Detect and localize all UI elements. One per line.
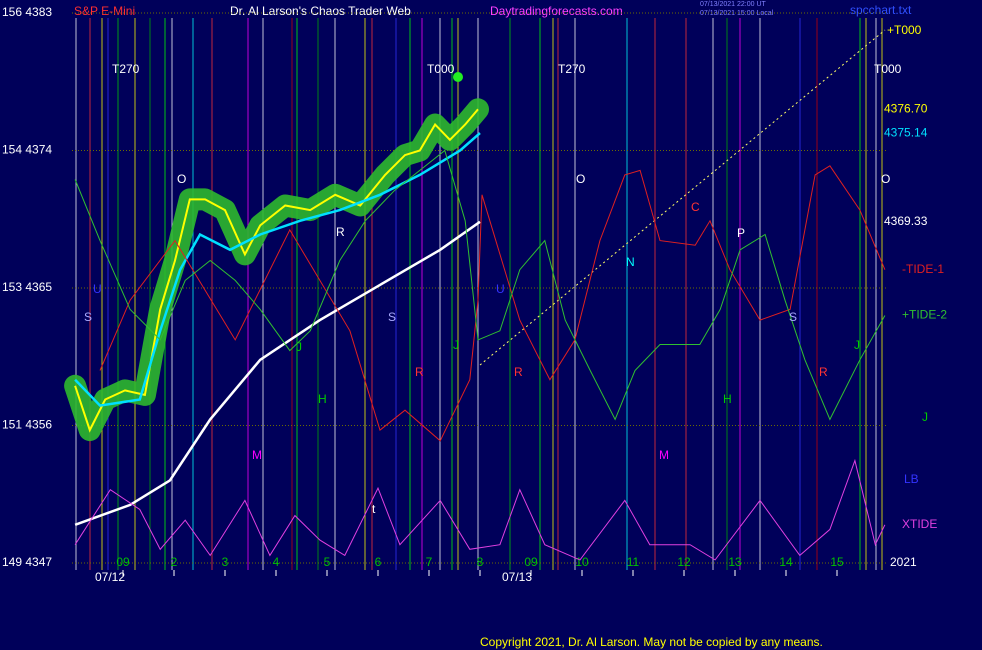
annotation: R (415, 365, 424, 379)
annotation: R (819, 365, 828, 379)
series-line (74, 149, 886, 421)
annotation: U (496, 282, 505, 296)
annotation: H (723, 392, 732, 406)
annotation: T000 (874, 62, 902, 76)
x-tick-label: 13 (728, 555, 742, 569)
annotation: S (789, 310, 797, 324)
x-tick-label: 4 (273, 555, 280, 569)
y-tick-label: 151 4356 (2, 418, 52, 432)
annotation: M (252, 448, 262, 462)
annotation: LB (904, 472, 919, 486)
year-label: 2021 (890, 555, 917, 569)
marker-dot (453, 72, 463, 82)
annotation: J (854, 338, 860, 352)
site: Daytradingforecasts.com (490, 4, 623, 18)
series-label: +TIDE-2 (902, 308, 947, 322)
annotation: T270 (112, 62, 140, 76)
x-tick-label: 7 (426, 555, 433, 569)
symbol: S&P E-Mini (74, 4, 135, 18)
series-label: -TIDE-1 (902, 262, 944, 276)
y-tick-label: 156 4383 (2, 5, 52, 19)
copyright: Copyright 2021, Dr. Al Larson. May not b… (480, 635, 823, 649)
annotation: T000 (427, 62, 455, 76)
date-label: 07/12 (95, 570, 125, 584)
annotation: M (659, 448, 669, 462)
annotation: O (881, 172, 890, 186)
series-line (74, 108, 479, 433)
annotation: J (453, 338, 459, 352)
annotation: N (626, 255, 635, 269)
series-line (99, 165, 886, 442)
annotation: C (691, 200, 700, 214)
y-tick-label: 149 4347 (2, 555, 52, 569)
timestamp: 07/13/2021 15:00 Local (700, 10, 774, 17)
y-tick-label: 153 4365 (2, 280, 52, 294)
y-tick-label: 154 4374 (2, 143, 52, 157)
x-tick-label: 5 (324, 555, 331, 569)
trend-label: +T000 (887, 23, 922, 37)
x-tick-label: 09 (116, 555, 130, 569)
series-line (74, 220, 481, 526)
annotation: R (336, 225, 345, 239)
end-label: 4375.14 (884, 125, 928, 139)
annotation: J (296, 340, 302, 354)
annotation: t (372, 502, 376, 516)
file-name: spcchart.txt (850, 3, 912, 17)
x-tick-label: 2 (171, 555, 178, 569)
series-line (74, 132, 481, 407)
x-tick-label: 12 (677, 555, 691, 569)
x-tick-label: 11 (627, 555, 640, 569)
x-tick-label: 6 (375, 555, 382, 569)
series-line (74, 458, 886, 561)
x-tick-label: 10 (575, 555, 589, 569)
x-tick-label: 09 (524, 555, 538, 569)
x-tick-label: 3 (222, 555, 229, 569)
end-label: 4369.33 (884, 214, 928, 228)
timestamp: 07/13/2021 22:00 UT (700, 1, 766, 8)
x-tick-label: 15 (830, 555, 844, 569)
annotation: T270 (558, 62, 586, 76)
annotation: S (388, 310, 396, 324)
date-label: 07/13 (502, 570, 532, 584)
x-tick-label: 8 (477, 555, 484, 569)
annotation: J (922, 410, 928, 424)
annotation: O (177, 172, 186, 186)
cycle-lines (75, 18, 883, 570)
annotation: P (737, 226, 745, 240)
chart-title: Dr. Al Larson's Chaos Trader Web (230, 4, 411, 18)
annotation: H (318, 392, 327, 406)
annotation: R (514, 365, 523, 379)
series-label: XTIDE (902, 517, 937, 531)
annotation: U (93, 282, 102, 296)
x-tick-label: 14 (779, 555, 793, 569)
end-label: 4376.70 (884, 101, 928, 115)
annotation: S (84, 310, 92, 324)
annotation: O (576, 172, 585, 186)
